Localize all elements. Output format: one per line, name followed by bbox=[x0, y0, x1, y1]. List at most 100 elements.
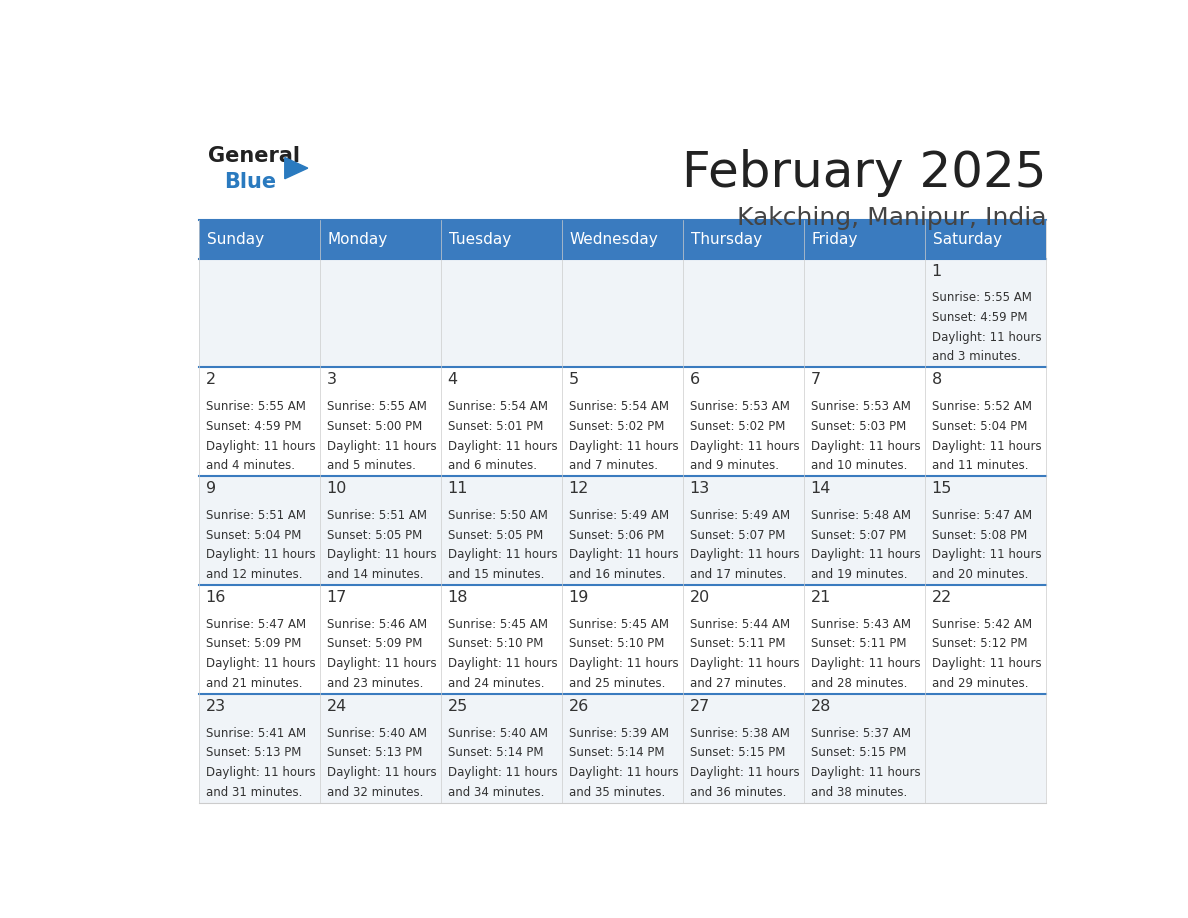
Text: and 15 minutes.: and 15 minutes. bbox=[448, 568, 544, 581]
Text: Monday: Monday bbox=[328, 231, 387, 247]
Text: Sunset: 5:13 PM: Sunset: 5:13 PM bbox=[327, 746, 422, 759]
Bar bbox=[441, 367, 562, 476]
Text: Sunrise: 5:49 AM: Sunrise: 5:49 AM bbox=[569, 509, 669, 521]
Text: Sunrise: 5:39 AM: Sunrise: 5:39 AM bbox=[569, 726, 669, 740]
Bar bbox=[804, 476, 925, 585]
Text: Daylight: 11 hours: Daylight: 11 hours bbox=[448, 657, 557, 670]
Bar bbox=[441, 219, 562, 259]
Bar bbox=[562, 219, 683, 259]
Bar bbox=[200, 585, 320, 694]
Text: 9: 9 bbox=[206, 481, 216, 497]
Bar bbox=[200, 476, 320, 585]
Text: 3: 3 bbox=[327, 373, 336, 387]
Text: Sunrise: 5:45 AM: Sunrise: 5:45 AM bbox=[448, 618, 548, 631]
Text: Daylight: 11 hours: Daylight: 11 hours bbox=[569, 767, 678, 779]
Text: Daylight: 11 hours: Daylight: 11 hours bbox=[689, 767, 800, 779]
Bar bbox=[562, 259, 683, 367]
Text: and 17 minutes.: and 17 minutes. bbox=[689, 568, 786, 581]
Text: and 12 minutes.: and 12 minutes. bbox=[206, 568, 302, 581]
Bar bbox=[200, 219, 320, 259]
Text: 23: 23 bbox=[206, 699, 226, 714]
Text: 16: 16 bbox=[206, 590, 226, 605]
Text: Daylight: 11 hours: Daylight: 11 hours bbox=[689, 548, 800, 562]
Text: 21: 21 bbox=[810, 590, 830, 605]
Bar bbox=[683, 367, 804, 476]
Bar bbox=[200, 259, 320, 367]
Text: Daylight: 11 hours: Daylight: 11 hours bbox=[689, 657, 800, 670]
Text: Sunset: 5:10 PM: Sunset: 5:10 PM bbox=[569, 637, 664, 651]
Text: Tuesday: Tuesday bbox=[449, 231, 511, 247]
Text: Sunrise: 5:53 AM: Sunrise: 5:53 AM bbox=[689, 400, 790, 413]
Text: Sunset: 5:09 PM: Sunset: 5:09 PM bbox=[206, 637, 301, 651]
Bar bbox=[683, 694, 804, 803]
Text: Sunset: 5:07 PM: Sunset: 5:07 PM bbox=[810, 529, 906, 542]
Text: and 4 minutes.: and 4 minutes. bbox=[206, 459, 295, 473]
Text: 24: 24 bbox=[327, 699, 347, 714]
Text: Sunrise: 5:38 AM: Sunrise: 5:38 AM bbox=[689, 726, 790, 740]
Text: Sunrise: 5:40 AM: Sunrise: 5:40 AM bbox=[327, 726, 426, 740]
Text: 6: 6 bbox=[689, 373, 700, 387]
Text: Sunrise: 5:51 AM: Sunrise: 5:51 AM bbox=[206, 509, 305, 521]
Text: Sunrise: 5:51 AM: Sunrise: 5:51 AM bbox=[327, 509, 426, 521]
Text: and 16 minutes.: and 16 minutes. bbox=[569, 568, 665, 581]
Text: Daylight: 11 hours: Daylight: 11 hours bbox=[448, 548, 557, 562]
Text: Sunrise: 5:37 AM: Sunrise: 5:37 AM bbox=[810, 726, 911, 740]
Text: Sunrise: 5:52 AM: Sunrise: 5:52 AM bbox=[931, 400, 1031, 413]
Text: and 28 minutes.: and 28 minutes. bbox=[810, 677, 906, 690]
Text: Daylight: 11 hours: Daylight: 11 hours bbox=[206, 767, 315, 779]
Bar bbox=[320, 694, 441, 803]
Bar bbox=[320, 219, 441, 259]
Bar bbox=[562, 694, 683, 803]
Text: and 25 minutes.: and 25 minutes. bbox=[569, 677, 665, 690]
Text: and 38 minutes.: and 38 minutes. bbox=[810, 786, 906, 799]
Text: Sunset: 5:11 PM: Sunset: 5:11 PM bbox=[689, 637, 785, 651]
Text: Wednesday: Wednesday bbox=[569, 231, 658, 247]
Bar bbox=[683, 585, 804, 694]
Text: 15: 15 bbox=[931, 481, 952, 497]
Text: Sunday: Sunday bbox=[207, 231, 264, 247]
Text: Daylight: 11 hours: Daylight: 11 hours bbox=[931, 330, 1041, 343]
Text: 5: 5 bbox=[569, 373, 579, 387]
Text: Daylight: 11 hours: Daylight: 11 hours bbox=[327, 767, 436, 779]
Text: and 24 minutes.: and 24 minutes. bbox=[448, 677, 544, 690]
Polygon shape bbox=[285, 158, 308, 179]
Text: 14: 14 bbox=[810, 481, 830, 497]
Text: Sunset: 5:04 PM: Sunset: 5:04 PM bbox=[931, 420, 1026, 432]
Bar bbox=[683, 259, 804, 367]
Text: Sunset: 5:09 PM: Sunset: 5:09 PM bbox=[327, 637, 422, 651]
Text: Thursday: Thursday bbox=[690, 231, 762, 247]
Text: Daylight: 11 hours: Daylight: 11 hours bbox=[931, 657, 1041, 670]
Text: and 21 minutes.: and 21 minutes. bbox=[206, 677, 302, 690]
Text: 11: 11 bbox=[448, 481, 468, 497]
Text: Friday: Friday bbox=[811, 231, 858, 247]
Text: 17: 17 bbox=[327, 590, 347, 605]
Bar bbox=[562, 476, 683, 585]
Text: Sunrise: 5:55 AM: Sunrise: 5:55 AM bbox=[327, 400, 426, 413]
Bar bbox=[320, 259, 441, 367]
Bar bbox=[320, 585, 441, 694]
Bar bbox=[925, 694, 1047, 803]
Bar bbox=[925, 585, 1047, 694]
Text: Sunset: 5:13 PM: Sunset: 5:13 PM bbox=[206, 746, 301, 759]
Bar bbox=[441, 259, 562, 367]
Text: Daylight: 11 hours: Daylight: 11 hours bbox=[569, 657, 678, 670]
Text: Sunrise: 5:48 AM: Sunrise: 5:48 AM bbox=[810, 509, 911, 521]
Bar bbox=[441, 585, 562, 694]
Text: Sunrise: 5:54 AM: Sunrise: 5:54 AM bbox=[569, 400, 669, 413]
Text: and 10 minutes.: and 10 minutes. bbox=[810, 459, 906, 473]
Text: Sunset: 5:06 PM: Sunset: 5:06 PM bbox=[569, 529, 664, 542]
Bar bbox=[320, 367, 441, 476]
Text: 22: 22 bbox=[931, 590, 952, 605]
Bar bbox=[804, 259, 925, 367]
Text: 18: 18 bbox=[448, 590, 468, 605]
Text: and 35 minutes.: and 35 minutes. bbox=[569, 786, 665, 799]
Bar bbox=[925, 476, 1047, 585]
Bar bbox=[200, 367, 320, 476]
Text: Sunset: 5:02 PM: Sunset: 5:02 PM bbox=[689, 420, 785, 432]
Text: Daylight: 11 hours: Daylight: 11 hours bbox=[810, 548, 921, 562]
Text: 28: 28 bbox=[810, 699, 830, 714]
Text: Sunrise: 5:55 AM: Sunrise: 5:55 AM bbox=[206, 400, 305, 413]
Text: 13: 13 bbox=[689, 481, 710, 497]
Bar bbox=[441, 694, 562, 803]
Text: Sunset: 5:11 PM: Sunset: 5:11 PM bbox=[810, 637, 906, 651]
